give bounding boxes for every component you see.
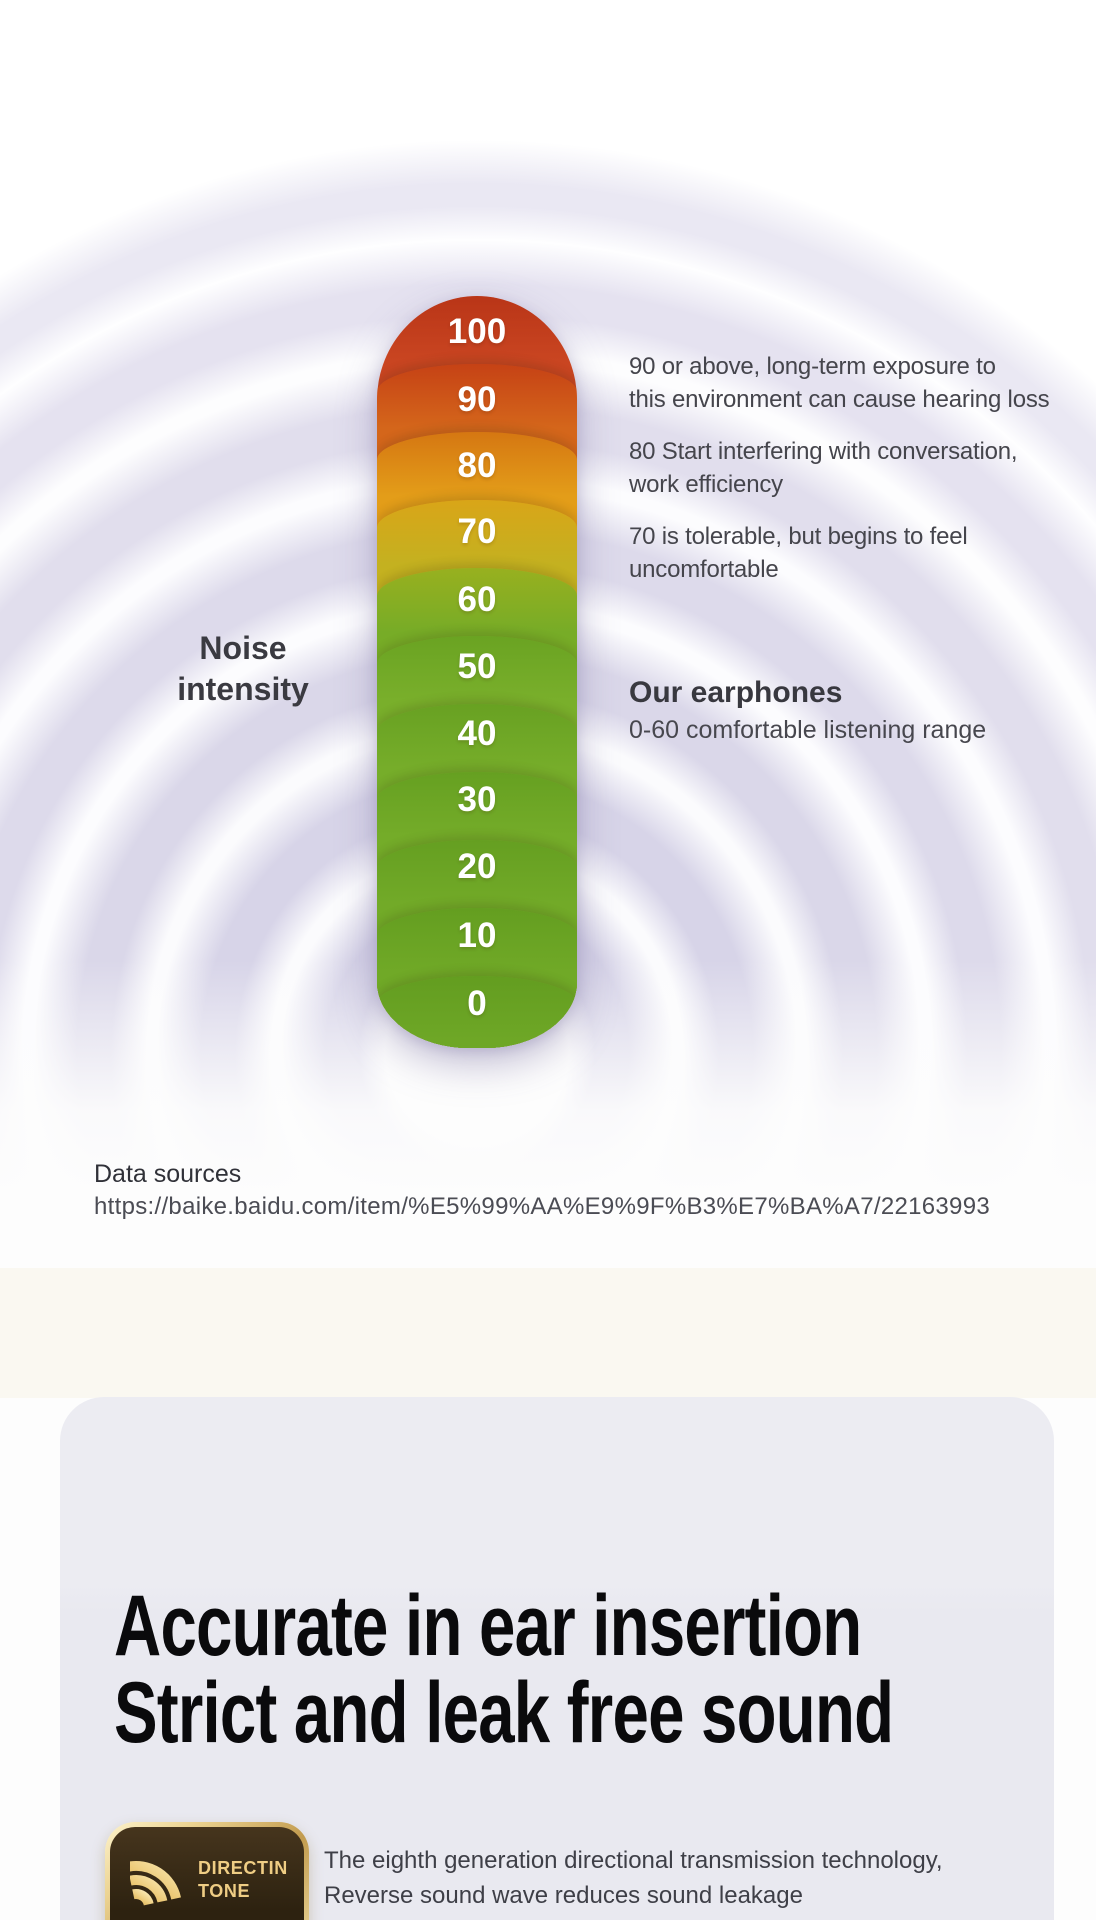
feature-headline-line2: Strict and leak free sound <box>114 1665 894 1761</box>
scale-band-0 <box>377 976 577 1048</box>
our-earphones-range: 0-60 comfortable listening range <box>629 716 987 744</box>
badge-text-line1: DIRECTIN <box>198 1858 288 1878</box>
annotation-90-line1: 90 or above, long-term exposure to <box>629 353 996 380</box>
noise-intensity-label: Noise intensity <box>118 628 368 710</box>
sound-wave-arcs-icon <box>130 1861 181 1906</box>
annotation-80-line2: work efficiency <box>629 471 783 498</box>
scale-value-label: 60 <box>457 580 497 619</box>
noise-intensity-line2: intensity <box>177 671 309 707</box>
data-sources-url: https://baike.baidu.com/item/%E5%99%AA%E… <box>94 1193 991 1220</box>
feature-headline-line1: Accurate in ear insertion <box>114 1578 862 1674</box>
annotation-80-line1: 80 Start interfering with conversation, <box>629 438 1018 465</box>
annotation-70-line2: uncomfortable <box>629 556 779 583</box>
our-earphones-title: Our earphones <box>629 676 843 709</box>
noise-scale-meter: 100 90 80 70 60 50 40 30 20 10 0 <box>377 296 577 1048</box>
scale-value-label: 70 <box>457 512 497 551</box>
annotation-90-line2: this environment can cause hearing loss <box>629 386 1050 413</box>
scale-value-label: 80 <box>457 446 497 485</box>
scale-value-label: 20 <box>457 847 497 886</box>
badge-text-line2: TONE <box>198 1881 251 1901</box>
annotation-90: 90 or above, long-term exposure to this … <box>629 350 1084 416</box>
annotation-80: 80 Start interfering with conversation, … <box>629 435 1084 501</box>
section-divider-band <box>0 1268 1096 1398</box>
noise-intensity-line1: Noise <box>199 630 287 666</box>
direction-tone-badge: DIRECTIN TONE <box>105 1822 309 1920</box>
annotation-70-line1: 70 is tolerable, but begins to feel <box>629 523 968 550</box>
badge-text: DIRECTIN TONE <box>198 1857 288 1903</box>
scale-value-label: 40 <box>457 714 497 753</box>
direction-tone-badge-inner: DIRECTIN TONE <box>110 1827 304 1920</box>
scale-value-label: 90 <box>457 380 497 419</box>
scale-value-label: 50 <box>457 647 497 686</box>
feature-description-line1: The eighth generation directional transm… <box>324 1847 943 1874</box>
data-sources-label: Data sources <box>94 1160 242 1188</box>
feature-description-line2: Reverse sound wave reduces sound leakage <box>324 1882 803 1909</box>
scale-value-label: 30 <box>457 780 497 819</box>
feature-headline: Accurate in ear insertion Strict and lea… <box>114 1583 1096 1757</box>
feature-description: The eighth generation directional transm… <box>324 1843 943 1913</box>
annotation-70: 70 is tolerable, but begins to feel unco… <box>629 520 1084 586</box>
scale-value-label: 0 <box>467 984 487 1023</box>
scale-value-label: 10 <box>457 916 497 955</box>
scale-value-label: 100 <box>447 312 507 351</box>
